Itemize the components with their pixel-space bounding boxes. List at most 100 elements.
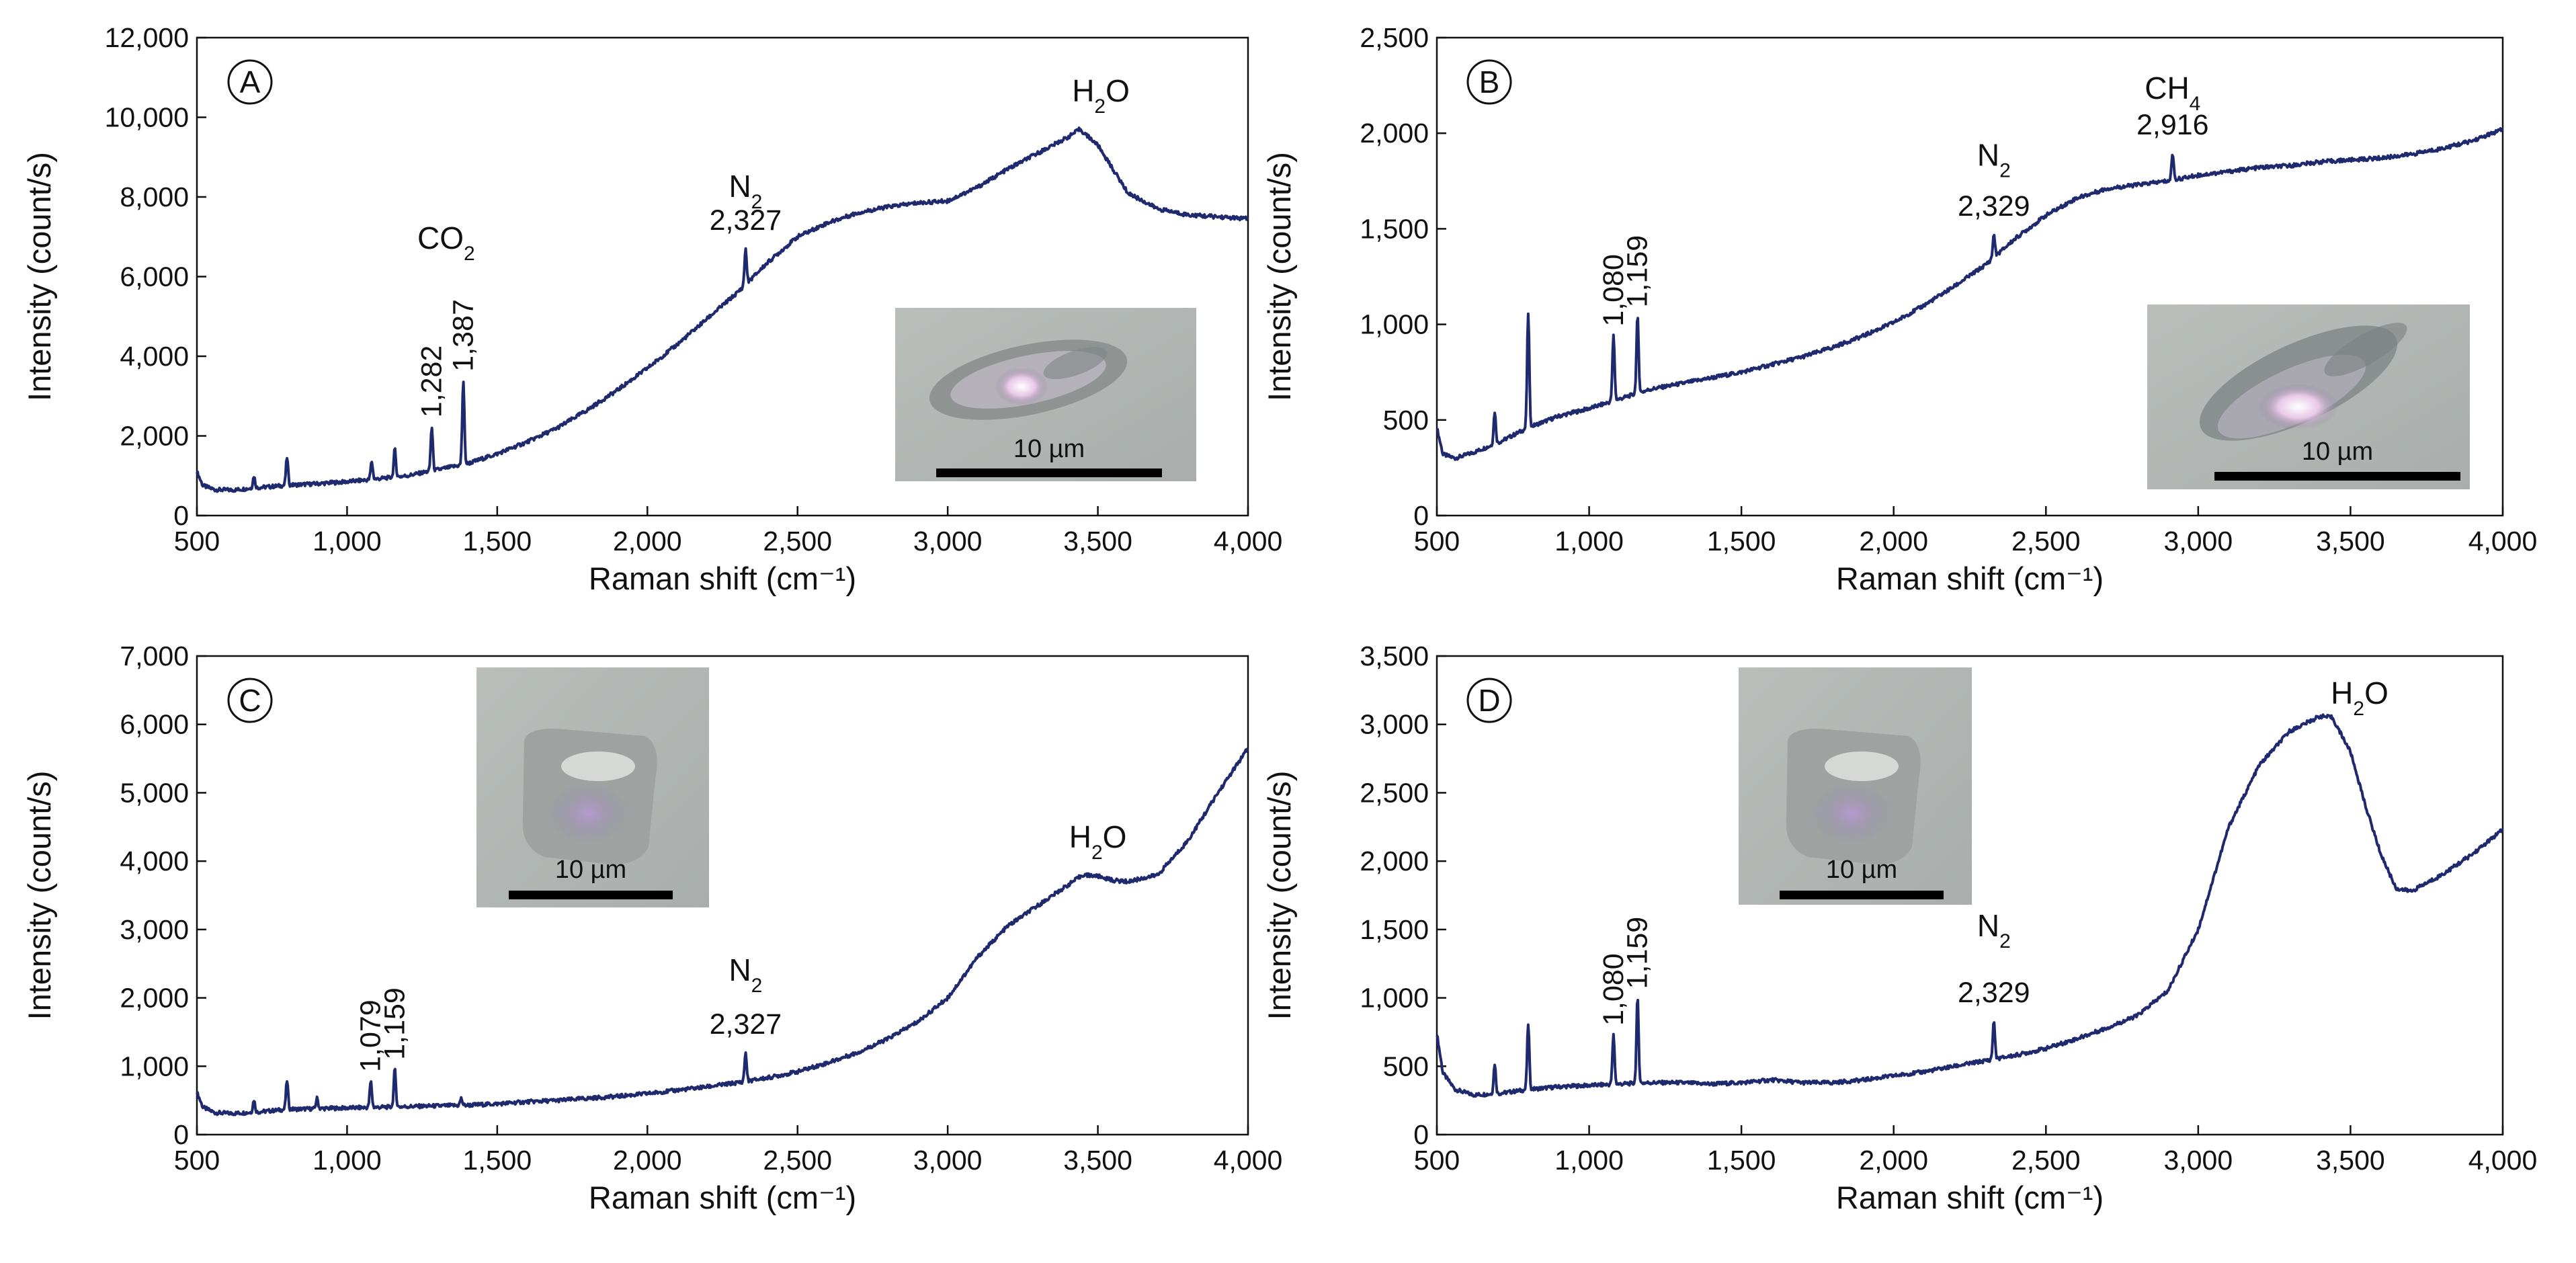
y-tick-label-a: 2,000	[120, 421, 189, 452]
species-label-a: N2	[729, 169, 762, 213]
scale-bar-d	[1780, 891, 1944, 899]
x-tick-label-b: 500	[1414, 526, 1460, 557]
y-tick-label-a: 6,000	[120, 261, 189, 292]
y-tick-label-d: 0	[1413, 1119, 1429, 1150]
y-axis-title-d: Intensity (count/s)	[1261, 771, 1297, 1020]
y-tick-label-c: 3,000	[120, 914, 189, 945]
y-tick-label-c: 1,000	[120, 1051, 189, 1082]
x-tick-label-c: 500	[174, 1145, 220, 1176]
x-tick-label-b: 1,000	[1554, 526, 1624, 557]
y-tick-label-b: 500	[1383, 405, 1429, 436]
peak-label-a: 1,387	[447, 299, 479, 372]
x-tick-label-d: 1,000	[1554, 1145, 1624, 1176]
y-tick-label-b: 2,500	[1360, 22, 1429, 53]
panel-letter-d: D	[1478, 683, 1500, 718]
spectrum-line-d	[1436, 713, 2503, 1098]
x-tick-label-d: 2,000	[1859, 1145, 1928, 1176]
scale-bar-c	[509, 891, 673, 899]
x-tick-label-c: 1,000	[313, 1145, 382, 1176]
y-axis-title-c: Intensity (count/s)	[22, 771, 57, 1020]
y-tick-label-c: 0	[173, 1119, 189, 1150]
x-axis-title-d: Raman shift (cm⁻¹)	[1836, 1180, 2104, 1215]
panel-a: 500 1,000 1,500 2,000 2,500 3,000 3,500 4,000 0 2…	[22, 22, 1282, 596]
plot-frame-c	[196, 655, 1249, 1136]
spectrum-line-a	[196, 126, 1249, 493]
x-tick-label-c: 2,000	[613, 1145, 682, 1176]
x-axis-title-a: Raman shift (cm⁻¹)	[589, 561, 856, 596]
panel-c: 500 1,000 1,500 2,000 2,500 3,000 3,500 4,000 0 1…	[22, 641, 1282, 1215]
scale-label-d: 10 µm	[1826, 856, 1897, 884]
x-tick-label-d: 2,500	[2011, 1145, 2081, 1176]
y-tick-label-b: 2,000	[1360, 118, 1429, 149]
x-tick-label-d: 4,000	[2468, 1145, 2538, 1176]
species-label-d: N2	[1977, 908, 2011, 952]
peak-label-b: 1,159	[1622, 235, 1654, 308]
x-tick-label-c: 3,000	[913, 1145, 983, 1176]
y-tick-label-c: 2,000	[120, 983, 189, 1014]
peak-label-c: 1,079	[355, 1000, 387, 1072]
species-label-b: CH4	[2145, 71, 2200, 115]
species-label-c: N2	[729, 952, 762, 997]
panel-b: 500 1,000 1,500 2,000 2,500 3,000 3,500 4,00005…	[1261, 22, 2537, 596]
peak-label-c: 1,159	[378, 987, 411, 1060]
panel-letter-circle-a	[227, 59, 273, 105]
scale-label-a: 10 µm	[1013, 435, 1085, 463]
peak-label-c: 2,327	[710, 1008, 782, 1041]
x-tick-label-b: 3,500	[2316, 526, 2385, 557]
species-label-a: H2O	[1072, 73, 1130, 118]
peak-label-d: 1,080	[1597, 953, 1630, 1026]
inclusion-micrograph-b: 10 µm	[2147, 304, 2470, 489]
x-tick-label-a: 1,500	[463, 526, 532, 557]
x-tick-label-b: 4,000	[2468, 526, 2538, 557]
scale-bar-a	[936, 468, 1162, 477]
x-tick-label-b: 2,000	[1859, 526, 1928, 557]
y-tick-label-c: 7,000	[120, 641, 189, 671]
y-tick-label-c: 4,000	[120, 846, 189, 877]
species-label-a: CO2	[417, 220, 475, 265]
y-axis-title-b: Intensity (count/s)	[1261, 152, 1297, 401]
panel-d: 500 1,000 1,500 2,000 2,500 3,000 3,500 4,00005…	[1261, 641, 2537, 1215]
y-tick-label-a: 8,000	[120, 181, 189, 212]
x-tick-label-c: 1,500	[463, 1145, 532, 1176]
species-label-c: H2O	[1069, 819, 1127, 864]
scale-label-c: 10 µm	[555, 856, 626, 884]
x-tick-label-b: 3,000	[2164, 526, 2233, 557]
x-axis-title-b: Raman shift (cm⁻¹)	[1836, 561, 2104, 596]
panel-letter-circle-b	[1466, 59, 1512, 105]
x-tick-label-d: 3,000	[2164, 1145, 2233, 1176]
x-tick-label-a: 1,000	[313, 526, 382, 557]
y-tick-label-c: 5,000	[120, 777, 189, 808]
panel-letter-c: C	[239, 683, 261, 718]
x-tick-label-a: 500	[174, 526, 220, 557]
inclusion-micrograph-c: 10 µm	[476, 667, 709, 907]
x-tick-label-b: 1,500	[1707, 526, 1776, 557]
y-tick-label-a: 0	[173, 500, 189, 531]
y-tick-label-d: 3,000	[1360, 709, 1429, 740]
panel-letter-b: B	[1479, 65, 1500, 99]
peak-label-b: 1,080	[1597, 254, 1630, 327]
peak-label-d: 2,329	[1958, 977, 2030, 1009]
y-tick-label-d: 3,500	[1360, 641, 1429, 671]
peak-label-b: 2,329	[1958, 190, 2030, 222]
peak-label-a: 1,282	[415, 345, 448, 418]
plot-frame-b	[1436, 36, 2504, 517]
spectrum-line-b	[1436, 127, 2504, 461]
x-tick-label-d: 1,500	[1707, 1145, 1776, 1176]
y-tick-label-a: 10,000	[105, 102, 189, 133]
y-tick-label-d: 2,000	[1360, 846, 1429, 877]
inclusion-micrograph-a: 10 µm	[895, 308, 1196, 481]
y-tick-label-d: 2,500	[1360, 777, 1429, 808]
x-tick-label-b: 2,500	[2011, 526, 2081, 557]
y-tick-label-b: 0	[1413, 500, 1429, 531]
y-tick-label-d: 1,500	[1360, 914, 1429, 945]
y-tick-label-a: 12,000	[105, 22, 189, 53]
y-tick-label-d: 500	[1383, 1051, 1429, 1082]
x-tick-label-a: 3,000	[913, 526, 983, 557]
x-tick-label-c: 2,500	[763, 1145, 832, 1176]
x-tick-label-a: 4,000	[1214, 526, 1283, 557]
x-tick-label-d: 500	[1414, 1145, 1460, 1176]
y-tick-label-d: 1,000	[1360, 983, 1429, 1014]
y-tick-label-b: 1,500	[1360, 213, 1429, 244]
x-axis-title-c: Raman shift (cm⁻¹)	[589, 1180, 856, 1215]
